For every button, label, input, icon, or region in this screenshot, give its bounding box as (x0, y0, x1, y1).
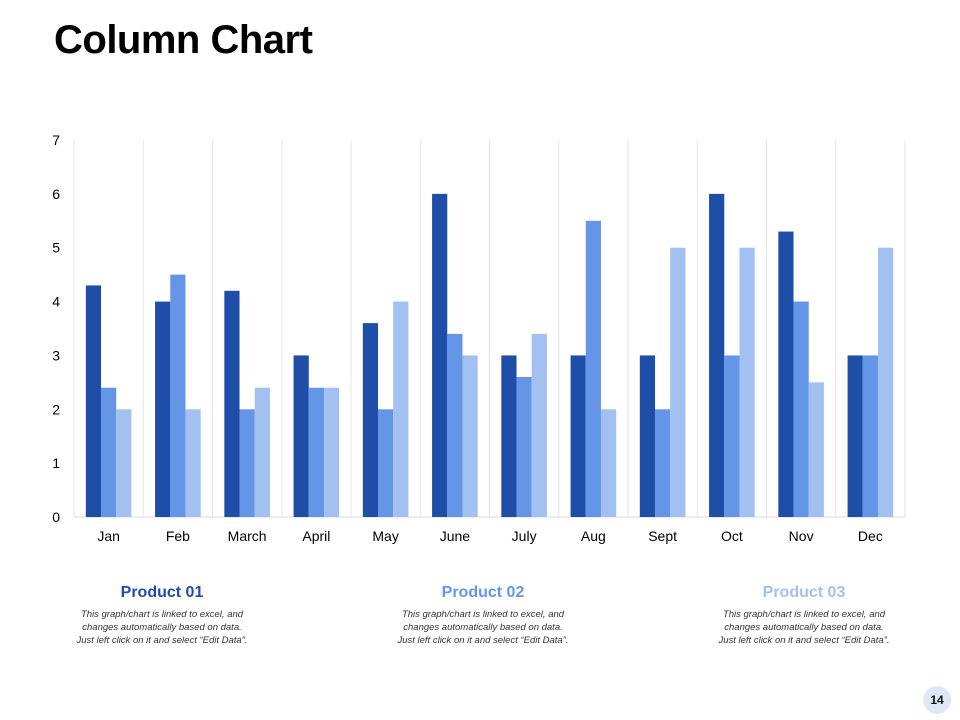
column-chart: 0 1 2 3 4 5 6 7 Jan Feb March April May June July Aug Se… (52, 132, 906, 544)
legend-title: Product 03 (762, 584, 846, 601)
bar-product-01-feb (155, 301, 171, 517)
legend-product-02: Product 02 This graph/chart is linked to… (363, 584, 603, 647)
legend-description: This graph/chart is linked to excel, and… (684, 608, 924, 647)
legend-title: Product 01 (120, 584, 204, 601)
bar-product-03-sept (670, 247, 686, 517)
bar-product-02-jan (101, 387, 117, 517)
bar-product-02-aug (585, 220, 601, 518)
legend-desc-line: Just left click on it and select “Edit D… (76, 635, 248, 646)
legend-desc-line: changes automatically based on data. (724, 622, 884, 633)
bar-product-03-dec (877, 247, 894, 517)
x-tick-label: Nov (789, 528, 814, 544)
x-tick-label: Jan (97, 528, 120, 544)
y-tick-label: 3 (52, 347, 60, 363)
bar-product-01-june (432, 193, 448, 517)
x-tick-label: Oct (721, 528, 743, 544)
bar-product-03-nov (808, 382, 824, 517)
bar-product-03-july (531, 333, 547, 517)
bar-product-01-oct (709, 193, 725, 517)
x-tick-label: Sept (648, 528, 677, 544)
legend-desc-line: This graph/chart is linked to excel, and (401, 609, 565, 620)
bar-product-01-april (293, 355, 309, 517)
legend-desc-line: changes automatically based on data. (403, 622, 563, 633)
y-tick-label: 1 (52, 455, 60, 471)
bar-product-01-jan (85, 285, 102, 517)
x-tick-label: Feb (166, 528, 190, 544)
legend-desc-line: This graph/chart is linked to excel, and (80, 609, 244, 620)
legend-desc-line: This graph/chart is linked to excel, and (722, 609, 886, 620)
legend-title: Product 02 (441, 584, 525, 601)
x-tick-label: July (512, 528, 537, 544)
x-tick-label: June (440, 528, 471, 544)
bar-product-01-march (224, 290, 240, 517)
bar-product-01-july (501, 355, 517, 517)
bar-product-01-dec (847, 355, 863, 517)
bar-product-03-april (323, 387, 340, 517)
x-tick-label: May (372, 528, 398, 544)
bar-product-02-april (308, 387, 324, 517)
bar-product-03-march (254, 387, 270, 517)
legend-desc-line: changes automatically based on data. (82, 622, 242, 633)
y-tick-label: 6 (52, 186, 60, 202)
x-tick-label: March (228, 528, 267, 544)
y-tick-label: 5 (52, 240, 60, 256)
legend-desc-line: Just left click on it and select “Edit D… (718, 635, 890, 646)
legend-description: This graph/chart is linked to excel, and… (42, 608, 282, 647)
bar-product-03-aug (600, 409, 617, 517)
bar-product-02-oct (724, 355, 740, 517)
bar-product-03-june (462, 355, 478, 517)
y-tick-label: 4 (52, 294, 60, 310)
bar-product-02-july (516, 376, 532, 517)
y-tick-label: 7 (52, 132, 60, 148)
bar-product-03-jan (116, 409, 132, 517)
y-tick-label: 2 (52, 401, 60, 417)
legend-desc-line: Just left click on it and select “Edit D… (397, 635, 569, 646)
x-tick-label: Dec (858, 528, 883, 544)
bar-product-02-feb (170, 274, 186, 517)
bar-product-02-may (378, 409, 394, 517)
bar-product-02-sept (655, 409, 671, 517)
y-tick-label: 0 (52, 509, 60, 525)
bar-product-02-march (239, 409, 255, 517)
bar-product-02-dec (862, 355, 878, 517)
bar-product-01-aug (570, 355, 586, 517)
bar-product-02-nov (793, 301, 809, 517)
legend-product-01: Product 01 This graph/chart is linked to… (42, 584, 282, 647)
legend-description: This graph/chart is linked to excel, and… (363, 608, 603, 647)
page-number-badge: 14 (923, 686, 951, 714)
bar-product-03-may (393, 301, 409, 517)
bar-product-01-nov (778, 231, 794, 518)
x-tick-label: April (302, 528, 330, 544)
legend-product-03: Product 03 This graph/chart is linked to… (684, 584, 924, 647)
bar-product-01-may (362, 323, 379, 517)
bar-product-01-sept (639, 355, 656, 517)
x-tick-label: Aug (581, 528, 606, 544)
bar-product-02-june (447, 333, 463, 517)
bar-product-03-oct (739, 247, 755, 517)
slide-title: Column Chart (54, 18, 313, 62)
bar-product-03-feb (185, 409, 201, 517)
